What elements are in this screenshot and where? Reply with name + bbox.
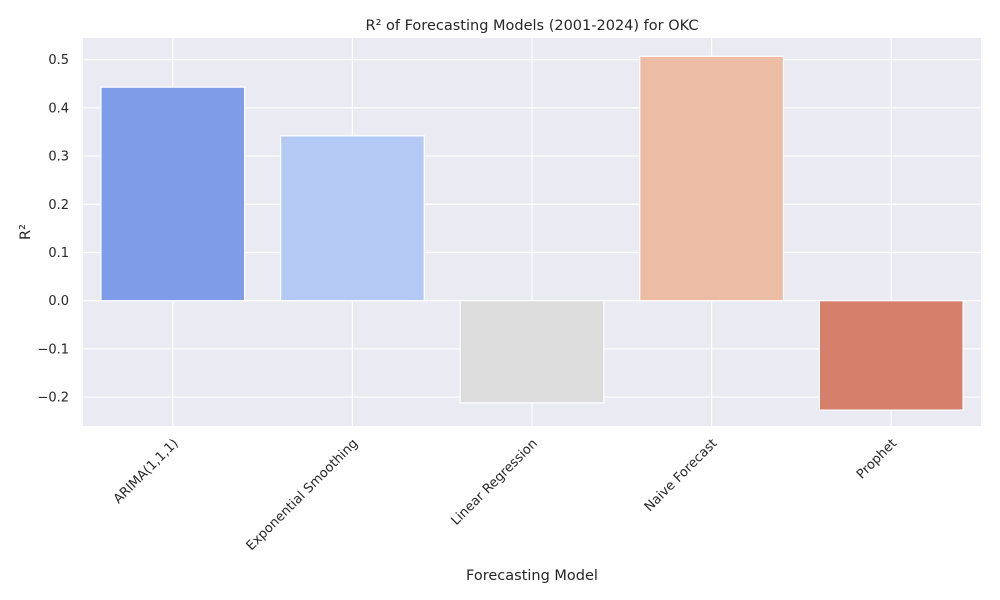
y-tick-label: 0.1 xyxy=(48,246,69,261)
y-tick-label: −0.1 xyxy=(37,342,69,357)
x-tick-label: ARIMA(1,1,1) xyxy=(111,436,182,507)
x-axis-label: Forecasting Model xyxy=(466,568,598,584)
bar-naive-forecast xyxy=(639,55,785,302)
y-tick-label: 0.0 xyxy=(48,294,69,309)
x-tick-labels: ARIMA(1,1,1) Exponential Smoothing Linear … xyxy=(111,436,900,554)
bar-prophet xyxy=(818,300,964,411)
y-tick-labels: −0.2 −0.1 0.0 0.1 0.2 0.3 0.4 0.5 xyxy=(37,53,69,405)
y-axis-label: R² xyxy=(18,224,34,240)
bar-exponential-smoothing xyxy=(279,135,425,302)
y-tick-label: 0.4 xyxy=(48,101,69,116)
y-tick-label: 0.2 xyxy=(48,198,69,213)
bar-arima-1-1-1 xyxy=(100,86,246,302)
bar-linear-regression xyxy=(459,300,605,404)
x-tick-label: Exponential Smoothing xyxy=(244,436,362,554)
y-tick-label: −0.2 xyxy=(37,391,69,406)
x-tick-label: Linear Regression xyxy=(448,436,540,528)
x-tick-label: Naive Forecast xyxy=(642,436,721,515)
x-tick-label: Prophet xyxy=(854,436,900,482)
y-tick-label: 0.3 xyxy=(48,150,69,165)
chart-title: R² of Forecasting Models (2001-2024) for… xyxy=(366,18,699,34)
y-tick-label: 0.5 xyxy=(48,53,69,68)
bars xyxy=(100,55,964,411)
